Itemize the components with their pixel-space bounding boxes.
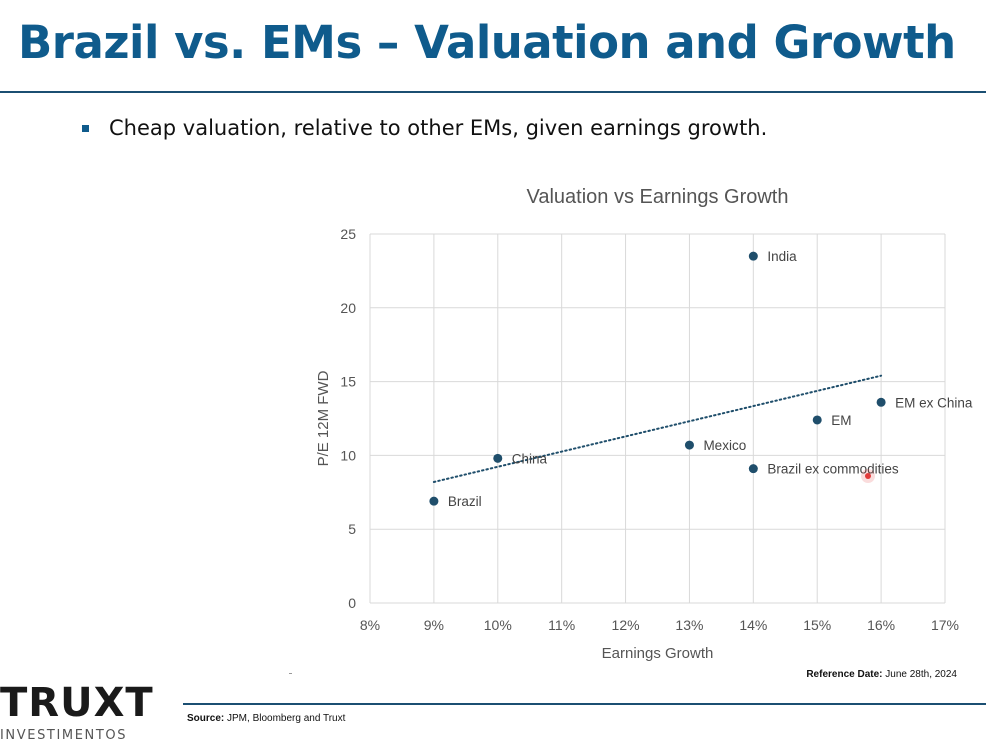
data-point-label: EM <box>831 413 851 428</box>
data-point-label: Mexico <box>703 438 746 453</box>
company-logo: TRUXT INVESTIMENTOS <box>0 683 154 743</box>
scatter-chart: Valuation vs Earnings Growth 8% 9% 10% 11% 12… <box>315 186 973 662</box>
data-point-label: Brazil <box>448 494 482 509</box>
bullet-square-icon <box>82 124 89 132</box>
data-point <box>876 397 886 407</box>
y-axis-label: P/E 12M FWD <box>315 370 332 466</box>
y-tick-label: 20 <box>340 300 356 316</box>
bullet-text: Cheap valuation, relative to other EMs, … <box>109 116 768 140</box>
y-tick-label: 5 <box>348 521 356 537</box>
data-point-label: EM ex China <box>895 395 973 410</box>
data-point <box>748 251 758 261</box>
chart-title: Valuation vs Earnings Growth <box>527 186 789 208</box>
data-point <box>684 440 694 450</box>
source-value: JPM, Bloomberg and Truxt <box>227 713 346 724</box>
title-divider <box>0 91 986 93</box>
logo-wordmark: TRUXT <box>0 680 154 726</box>
trendline <box>432 374 883 483</box>
reference-date: Reference Date: June 28th, 2024 <box>806 669 957 680</box>
data-point-label: China <box>512 451 548 466</box>
logo-subtitle: INVESTIMENTOS <box>0 728 128 743</box>
x-tick-label: 14% <box>739 617 767 633</box>
data-point-label: India <box>767 249 797 264</box>
reference-date-value: June 28th, 2024 <box>885 669 957 680</box>
x-tick-label: 8% <box>360 617 380 633</box>
footer-divider <box>183 703 986 705</box>
reference-date-label: Reference Date: <box>806 669 883 680</box>
data-point <box>748 464 758 474</box>
y-tick-label: 15 <box>340 374 356 390</box>
y-tick-label: 25 <box>340 226 356 242</box>
decorative-dot <box>289 673 292 674</box>
y-tick-label: 10 <box>340 447 356 463</box>
x-tick-label: 17% <box>931 617 959 633</box>
cursor-dot <box>865 473 871 479</box>
data-point <box>493 453 503 463</box>
data-point <box>812 415 822 425</box>
x-tick-label: 10% <box>484 617 512 633</box>
slide-title: Brazil vs. EMs – Valuation and Growth <box>18 16 956 69</box>
x-tick-label: 11% <box>548 617 575 633</box>
x-tick-label: 13% <box>675 617 703 633</box>
y-tick-label: 0 <box>348 595 356 611</box>
bullet-item: Cheap valuation, relative to other EMs, … <box>82 116 767 140</box>
x-tick-label: 16% <box>867 617 895 633</box>
x-tick-label: 12% <box>612 617 640 633</box>
data-point-label: Brazil ex commodities <box>767 462 899 477</box>
source-label: Source: <box>187 713 225 724</box>
x-tick-label: 15% <box>803 617 831 633</box>
x-tick-label: 9% <box>424 617 444 633</box>
data-point <box>429 496 439 506</box>
x-axis-label: Earnings Growth <box>602 645 714 662</box>
source-note: Source: JPM, Bloomberg and Truxt <box>187 713 345 724</box>
